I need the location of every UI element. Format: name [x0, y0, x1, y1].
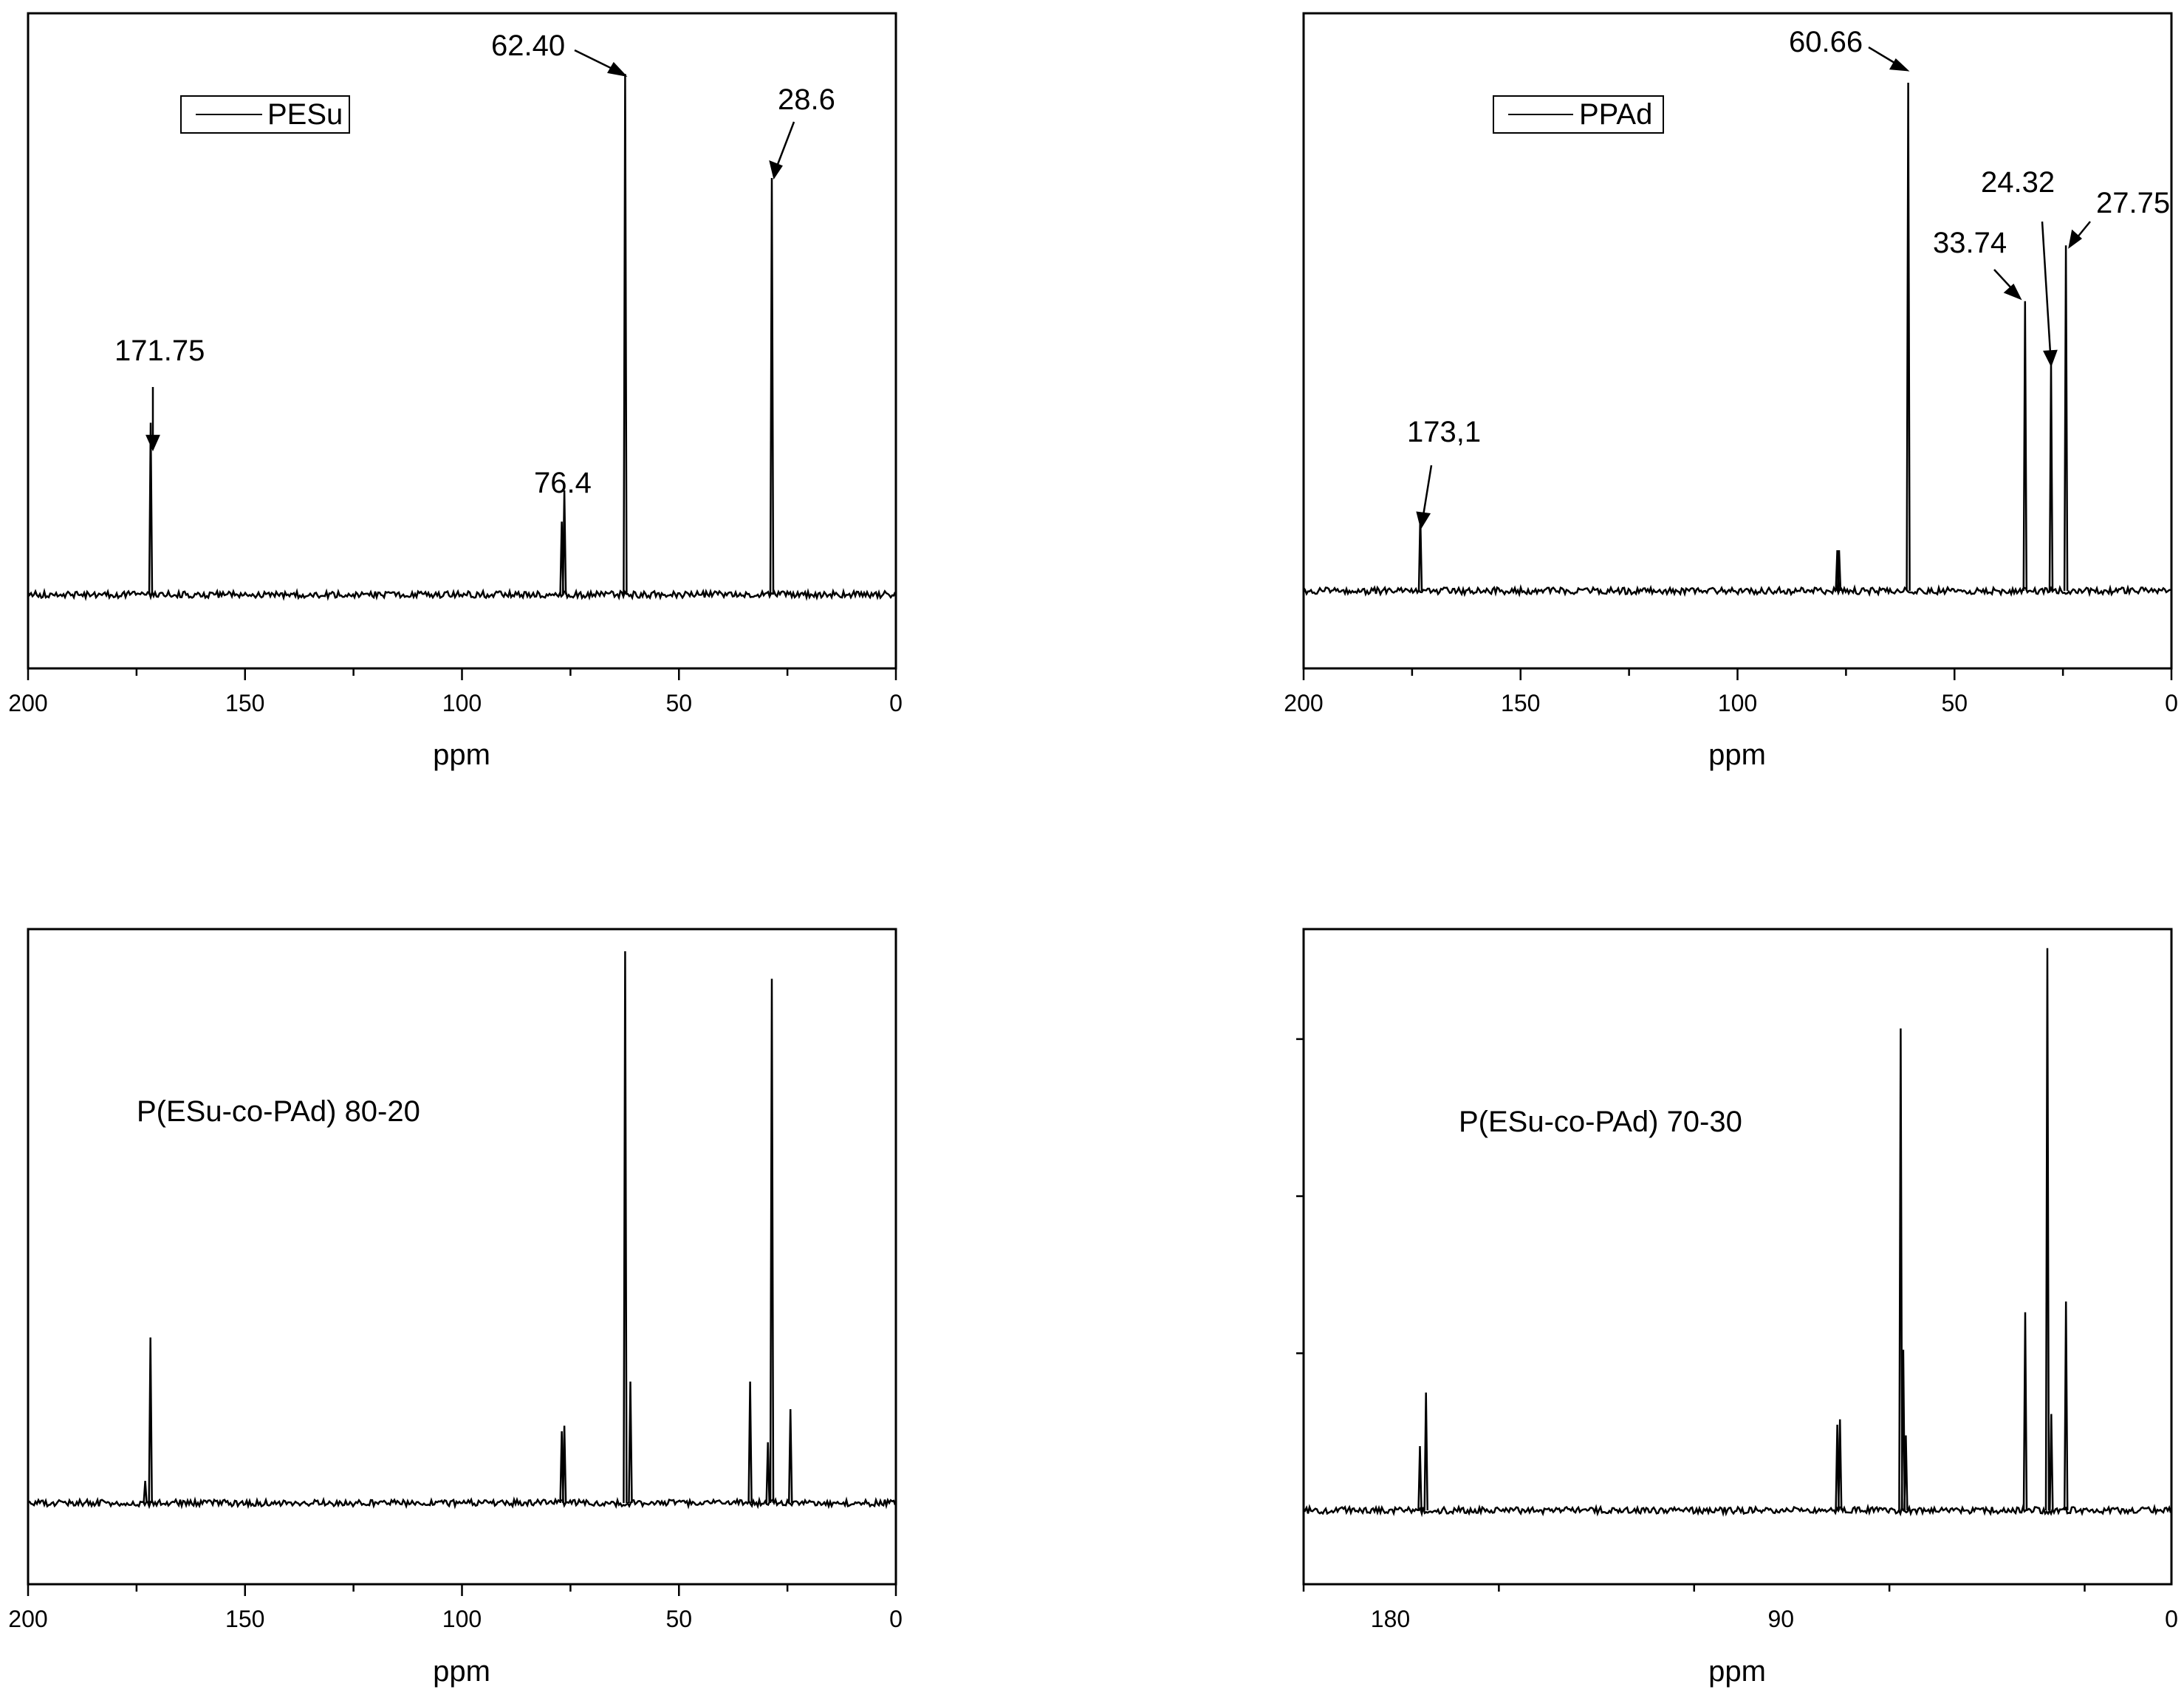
annotation-173-1: 173,1	[1407, 416, 1481, 448]
annotation-62-40: 62.40	[491, 30, 565, 62]
peaks-group	[27, 951, 897, 1510]
x-tick-label: 50	[665, 690, 692, 716]
legend: PESu	[180, 95, 350, 134]
spectrum-peak	[623, 951, 628, 1504]
legend-box	[180, 95, 350, 134]
x-axis-ticks: 200 150 100 50 0	[8, 1584, 903, 1632]
x-tick-label: 200	[8, 690, 47, 716]
chart-panel-ppad: 200 150 100 50 0 ppm PPAd 60.66 24.32 27.75 …	[1284, 12, 2178, 771]
annotation-171-75: 171.75	[114, 335, 205, 367]
peaks-group	[27, 73, 897, 602]
x-tick-label: 0	[2165, 1606, 2178, 1632]
spectrum-baseline	[1302, 583, 2171, 597]
x-axis-label: ppm	[1708, 1655, 1766, 1688]
sample-label: P(ESu-co-PAd) 70-30	[1459, 1106, 1742, 1138]
spectrum-peak	[769, 979, 775, 1504]
x-tick-label: 100	[442, 690, 482, 716]
plot-frame	[1302, 12, 2173, 670]
y-axis-ticks	[1296, 1038, 1304, 1355]
x-tick-label: 100	[442, 1606, 482, 1632]
legend: PPAd	[1493, 95, 1664, 134]
spectrum-peak	[769, 177, 775, 595]
spectrum-peak	[1837, 1419, 1843, 1511]
spectrum-peak	[2022, 301, 2028, 592]
chart-panel-80-20: 200 150 100 50 0 ppm P(ESu-co-PAd) 80-20	[8, 928, 903, 1688]
legend-label: PESu	[267, 98, 343, 131]
spectrum-peak	[2048, 362, 2054, 592]
x-tick-label: 150	[1501, 690, 1540, 716]
x-tick-label: 90	[1767, 1606, 1794, 1632]
x-axis-ticks: 200 150 100 50 0	[8, 668, 903, 716]
spectrum-peak	[1898, 1028, 1903, 1511]
spectrum-peak	[765, 1442, 770, 1504]
spectrum-peak	[2063, 245, 2069, 592]
spectrum-peak	[1903, 1435, 1909, 1511]
annotation-27-75: 27.75	[2096, 187, 2170, 219]
chart-panel-70-30: 180 90 0 ppm P(ESu-co-PAd) 70-30	[1296, 928, 2178, 1688]
annotation-60-66: 60.66	[1789, 26, 1863, 58]
spectrum-peak	[623, 73, 628, 595]
spectrum-peak	[2049, 1414, 2054, 1511]
annotation-arrows	[1416, 46, 2091, 530]
sample-label: P(ESu-co-PAd) 80-20	[137, 1095, 420, 1128]
x-tick-label: 200	[8, 1606, 47, 1632]
spectrum-peak	[148, 1337, 153, 1504]
x-axis-label: ppm	[433, 1655, 490, 1688]
legend-label: PPAd	[1579, 98, 1652, 131]
spectrum-peak	[747, 1381, 753, 1504]
x-axis-ticks: 180 90 0	[1302, 1584, 2178, 1632]
spectrum-peak	[1417, 1445, 1423, 1511]
plot-frame	[27, 928, 897, 1586]
legend-box	[1493, 95, 1664, 134]
x-tick-label: 50	[665, 1606, 692, 1632]
peaks-group	[1302, 82, 2171, 597]
peaks-group	[1302, 948, 2172, 1518]
x-tick-label: 100	[1718, 690, 1757, 716]
spectrum-baseline	[27, 587, 897, 602]
x-axis-ticks: 200 150 100 50 0	[1284, 668, 2178, 716]
x-tick-label: 180	[1371, 1606, 1410, 1632]
spectrum-peak	[2044, 948, 2050, 1511]
spectrum-peak	[143, 1481, 148, 1504]
annotation-33-74: 33.74	[1933, 227, 2007, 259]
x-tick-label: 150	[225, 1606, 264, 1632]
spectrum-peak	[561, 490, 567, 595]
x-tick-label: 150	[225, 690, 264, 716]
spectrum-peak	[2022, 1312, 2028, 1511]
x-tick-label: 0	[2165, 690, 2178, 716]
spectrum-peak	[628, 1381, 633, 1504]
spectrum-peak	[1836, 549, 1842, 592]
spectrum-peak	[1906, 82, 1911, 592]
x-tick-label: 200	[1284, 690, 1323, 716]
annotation-28-6: 28.6	[778, 83, 835, 116]
annotation-76-4: 76.4	[534, 467, 592, 499]
spectrum-peak	[1900, 1349, 1906, 1511]
spectrum-baseline	[1302, 1503, 2172, 1518]
x-axis-label: ppm	[433, 739, 490, 771]
annotation-arrows	[146, 49, 795, 452]
spectrum-peak	[148, 422, 154, 595]
chart-panel-pesu: 200 150 100 50 0 ppm PESu 62.40 28.6 171.75 …	[8, 12, 903, 771]
spectrum-peak	[561, 1425, 567, 1504]
spectrum-peak	[787, 1408, 793, 1504]
x-tick-label: 0	[889, 1606, 903, 1632]
spectrum-peak	[2063, 1301, 2069, 1511]
plot-frame	[1302, 928, 2173, 1586]
annotation-24-32: 24.32	[1981, 166, 2055, 199]
spectrum-peak	[1423, 1392, 1428, 1511]
x-tick-label: 50	[1941, 690, 1968, 716]
x-tick-label: 0	[889, 690, 903, 716]
spectrum-baseline	[27, 1496, 897, 1510]
x-axis-label: ppm	[1708, 739, 1766, 771]
